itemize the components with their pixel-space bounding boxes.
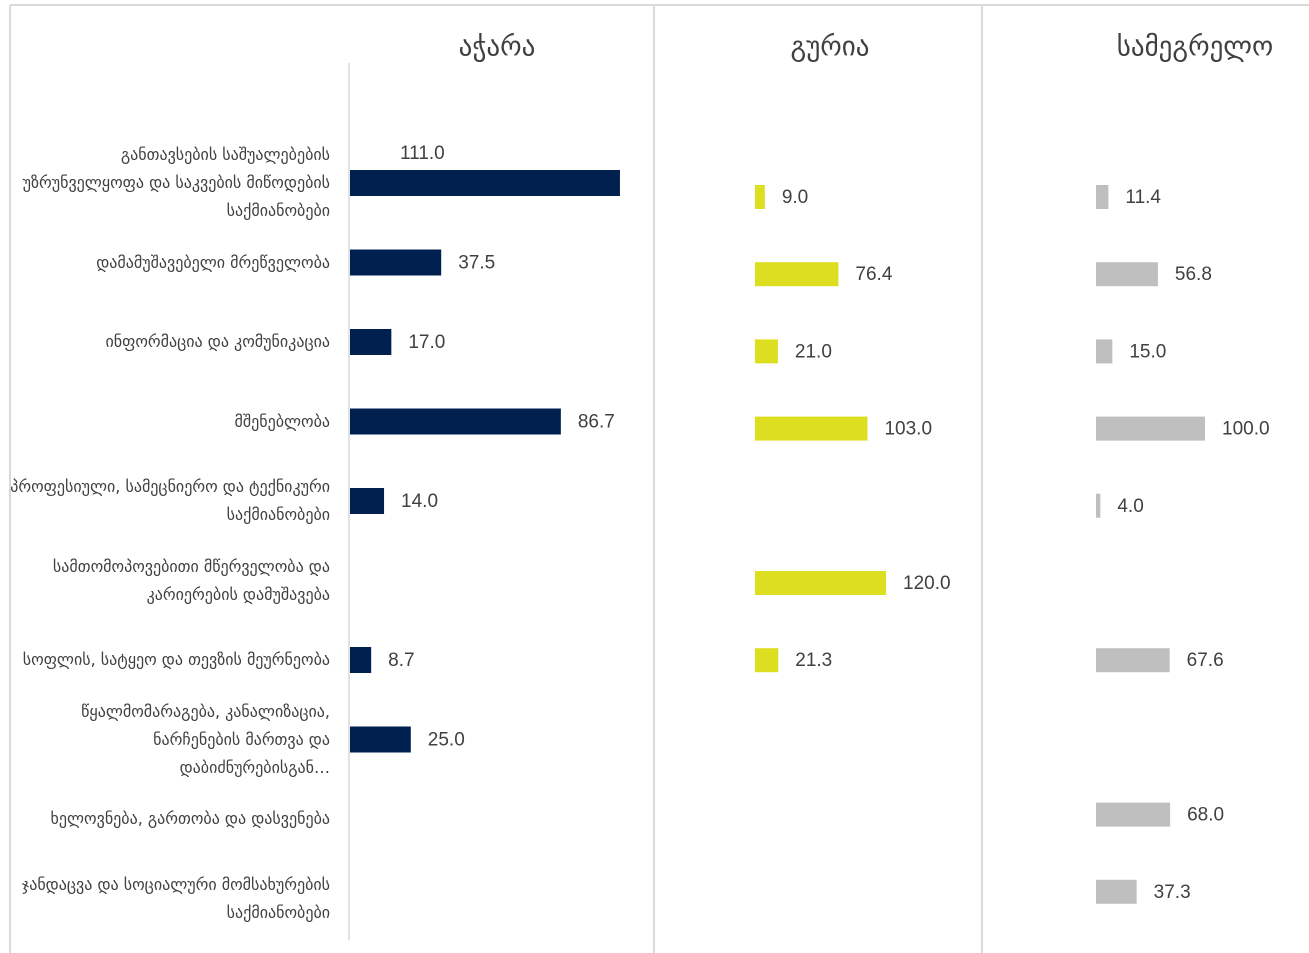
value-label: 15.0 [1129,341,1166,362]
value-label: 68.0 [1187,805,1224,826]
value-label: 67.6 [1187,650,1224,671]
bar [350,408,561,435]
value-label: 86.7 [578,412,615,433]
panel-title: გურია [791,32,870,63]
bar [1096,493,1101,518]
category-label: ჯანდაცვა და სოციალური მომსახურების საქმი… [21,874,330,922]
bar [755,339,778,364]
value-label: 21.3 [795,650,832,671]
bar [350,329,392,355]
category-label: მშენებლობა [234,411,330,431]
bar [755,571,887,595]
bar [350,249,442,276]
category-label: პროფესიული, სამეცნიერო და ტექნიკური საქმ… [10,477,330,524]
value-label: 103.0 [884,419,932,440]
bar [1096,879,1137,904]
bar [1096,185,1109,209]
bar [755,416,868,441]
value-label: 11.4 [1125,187,1161,208]
bar [755,648,779,673]
category-label: სამთომოპოვებითი მწერველობა და კარიერების… [52,556,330,604]
panel-title: სამეგრელო [1117,32,1274,63]
value-label: 9.0 [782,187,808,208]
bar [1096,339,1113,364]
bar [350,647,372,673]
value-label: 8.7 [388,650,414,671]
bar [1096,262,1158,287]
value-label: 4.0 [1117,496,1143,517]
category-label: განთავსების საშუალებების უზრუნველყოფა და… [22,145,330,220]
value-label: 25.0 [428,730,465,751]
value-label: 111.0 [400,143,445,164]
bar [350,726,411,753]
value-label: 37.3 [1154,882,1191,903]
bar [1096,648,1170,673]
value-label: 56.8 [1175,264,1212,285]
value-label: 37.5 [458,253,495,274]
bar [350,488,385,514]
category-label: დამამუშავებელი მრეწველობა [96,252,330,272]
value-label: 76.4 [855,264,892,285]
value-label: 14.0 [401,491,438,512]
bar [350,170,620,196]
value-label: 100.0 [1222,419,1270,440]
bar [755,185,765,209]
value-label: 17.0 [408,332,445,353]
bar [1096,802,1171,827]
category-label: ინფორმაცია და კომუნიკაცია [105,332,330,351]
bar [1096,416,1205,441]
category-label: სოფლის, სატყეო და თევზის მეურნეობა [22,650,330,669]
value-label: 21.0 [795,341,832,362]
bar [755,262,839,287]
panel-title: აჭარა [459,32,536,63]
value-label: 120.0 [903,573,951,594]
category-label: წყალმომარაგება, კანალიზაცია, ნარჩენების … [81,701,330,777]
category-label: ხელოვნება, გართობა და დასვენება [50,809,330,828]
